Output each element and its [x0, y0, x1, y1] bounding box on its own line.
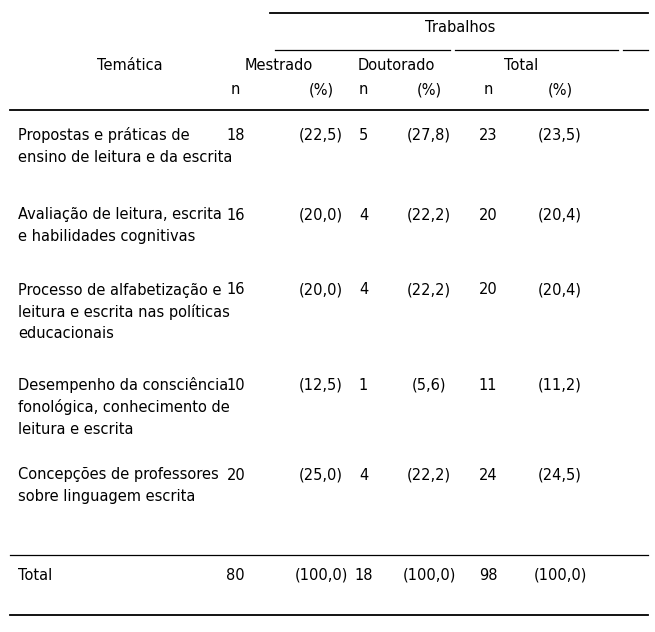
- Text: 20: 20: [479, 283, 497, 298]
- Text: (100,0): (100,0): [533, 568, 587, 583]
- Text: Temática: Temática: [97, 58, 163, 73]
- Text: e habilidades cognitivas: e habilidades cognitivas: [18, 229, 195, 245]
- Text: Processo de alfabetização e: Processo de alfabetização e: [18, 283, 221, 298]
- Text: 16: 16: [227, 283, 245, 298]
- Text: (22,2): (22,2): [407, 207, 451, 222]
- Text: Total: Total: [504, 58, 538, 73]
- Text: 98: 98: [479, 568, 497, 583]
- Text: (%): (%): [548, 83, 572, 97]
- Text: n: n: [231, 83, 240, 97]
- Text: Concepções de professores: Concepções de professores: [18, 468, 219, 482]
- Text: (100,0): (100,0): [402, 568, 456, 583]
- Text: (20,4): (20,4): [538, 283, 582, 298]
- Text: (%): (%): [309, 83, 333, 97]
- Text: 16: 16: [227, 207, 245, 222]
- Text: Propostas e práticas de: Propostas e práticas de: [18, 127, 190, 143]
- Text: Trabalhos: Trabalhos: [425, 20, 495, 35]
- Text: (12,5): (12,5): [299, 377, 343, 392]
- Text: 20: 20: [479, 207, 497, 222]
- Text: n: n: [359, 83, 368, 97]
- Text: 23: 23: [479, 128, 497, 142]
- Text: 1: 1: [359, 377, 368, 392]
- Text: fonológica, conhecimento de: fonológica, conhecimento de: [18, 399, 230, 415]
- Text: (22,5): (22,5): [299, 128, 343, 142]
- Text: (11,2): (11,2): [538, 377, 582, 392]
- Text: (24,5): (24,5): [538, 468, 582, 482]
- Text: ensino de leitura e da escrita: ensino de leitura e da escrita: [18, 150, 233, 164]
- Text: Mestrado: Mestrado: [244, 58, 312, 73]
- Text: 4: 4: [359, 468, 368, 482]
- Text: (100,0): (100,0): [294, 568, 348, 583]
- Text: 80: 80: [227, 568, 245, 583]
- Text: Desempenho da consciência: Desempenho da consciência: [18, 377, 228, 393]
- Text: leitura e escrita: leitura e escrita: [18, 422, 134, 437]
- Text: (20,4): (20,4): [538, 207, 582, 222]
- Text: (22,2): (22,2): [407, 283, 451, 298]
- Text: (23,5): (23,5): [538, 128, 582, 142]
- Text: sobre linguagem escrita: sobre linguagem escrita: [18, 490, 195, 504]
- Text: (27,8): (27,8): [407, 128, 451, 142]
- Text: 18: 18: [227, 128, 245, 142]
- Text: 4: 4: [359, 207, 368, 222]
- Text: n: n: [483, 83, 493, 97]
- Text: 20: 20: [227, 468, 245, 482]
- Text: (5,6): (5,6): [412, 377, 446, 392]
- Text: 4: 4: [359, 283, 368, 298]
- Text: (20,0): (20,0): [299, 207, 343, 222]
- Text: (25,0): (25,0): [299, 468, 343, 482]
- Text: (20,0): (20,0): [299, 283, 343, 298]
- Text: educacionais: educacionais: [18, 327, 114, 341]
- Text: (%): (%): [417, 83, 441, 97]
- Text: (22,2): (22,2): [407, 468, 451, 482]
- Text: leitura e escrita nas políticas: leitura e escrita nas políticas: [18, 304, 230, 320]
- Text: 11: 11: [479, 377, 497, 392]
- Text: Doutorado: Doutorado: [358, 58, 435, 73]
- Text: 24: 24: [479, 468, 497, 482]
- Text: Avaliação de leitura, escrita: Avaliação de leitura, escrita: [18, 207, 222, 222]
- Text: Total: Total: [18, 568, 52, 583]
- Text: 10: 10: [227, 377, 245, 392]
- Text: 18: 18: [354, 568, 373, 583]
- Text: 5: 5: [359, 128, 368, 142]
